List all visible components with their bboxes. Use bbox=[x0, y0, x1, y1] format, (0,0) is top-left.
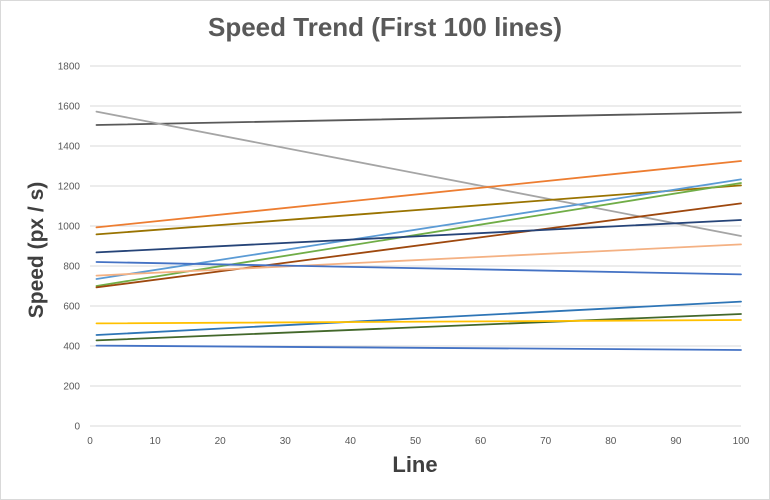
series-line-9 bbox=[95, 243, 742, 277]
x-tick-label: 90 bbox=[670, 436, 682, 447]
series-line-5 bbox=[95, 178, 742, 280]
x-tick-label: 40 bbox=[345, 436, 357, 447]
x-tick-label: 20 bbox=[215, 436, 227, 447]
x-tick-labels: 0 10 20 30 40 50 60 70 80 90 100 bbox=[87, 436, 750, 447]
series-line-10 bbox=[95, 261, 742, 276]
series-lines bbox=[95, 110, 742, 351]
series-line-14 bbox=[95, 344, 742, 351]
series-line-8 bbox=[95, 219, 742, 254]
y-tick-label: 1000 bbox=[58, 222, 81, 233]
series-line-1 bbox=[95, 111, 742, 126]
series-line-7 bbox=[95, 202, 742, 289]
series-line-11 bbox=[95, 300, 742, 336]
x-tick-label: 100 bbox=[733, 436, 750, 447]
series-line-2 bbox=[95, 110, 742, 237]
x-tick-label: 30 bbox=[280, 436, 292, 447]
y-tick-label: 800 bbox=[63, 262, 80, 273]
series-line-4 bbox=[95, 184, 742, 236]
y-tick-label: 1600 bbox=[58, 102, 81, 113]
y-tick-labels: 0 200 400 600 800 1000 1200 1400 1600 1800 bbox=[58, 62, 81, 433]
y-tick-label: 200 bbox=[63, 382, 80, 393]
x-tick-label: 0 bbox=[87, 436, 93, 447]
x-axis-label: Line bbox=[392, 452, 438, 477]
x-tick-label: 50 bbox=[410, 436, 422, 447]
x-tick-label: 70 bbox=[540, 436, 552, 447]
x-tick-label: 80 bbox=[605, 436, 617, 447]
y-tick-label: 1800 bbox=[58, 62, 81, 73]
series-line-6 bbox=[95, 182, 742, 287]
x-tick-label: 10 bbox=[150, 436, 162, 447]
series-line-3 bbox=[95, 160, 742, 229]
y-tick-label: 1200 bbox=[58, 182, 81, 193]
y-tick-label: 0 bbox=[74, 422, 80, 433]
series-line-12 bbox=[95, 313, 742, 342]
chart-title: Speed Trend (First 100 lines) bbox=[208, 12, 562, 42]
y-tick-label: 400 bbox=[63, 342, 80, 353]
x-tick-label: 60 bbox=[475, 436, 487, 447]
y-axis-label: Speed (px / s) bbox=[25, 181, 48, 319]
y-tick-label: 1400 bbox=[58, 142, 81, 153]
y-tick-label: 600 bbox=[63, 302, 80, 313]
series-line-13 bbox=[95, 319, 742, 325]
